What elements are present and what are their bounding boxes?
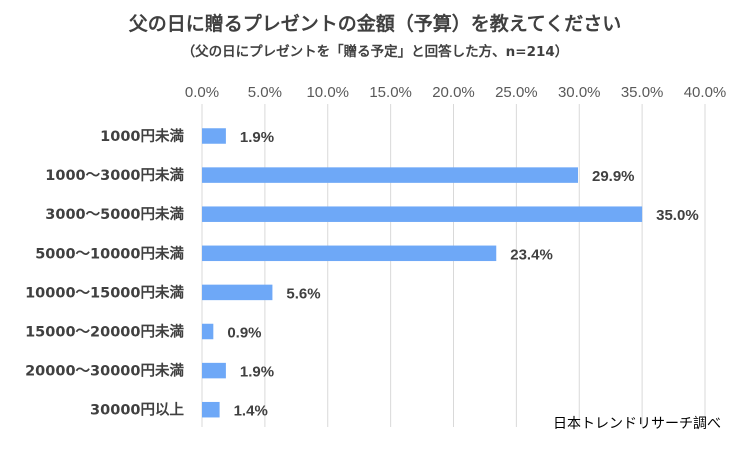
x-tick-label: 10.0% [306, 84, 349, 101]
source-note: 日本トレンドリサーチ調べ [553, 416, 721, 432]
category-label: 20000～30000円未満 [25, 362, 184, 380]
x-tick-label: 35.0% [621, 84, 664, 101]
data-labels: 1.9% 29.9% 35.0% 23.4% 5.6% 0.9% 1.9% 1.4% [227, 129, 698, 420]
category-label: 3000～5000円未満 [45, 205, 184, 223]
chart-subtitle: （父の日にプレゼントを「贈る予定」と回答した方、n=214） [182, 43, 569, 60]
data-label: 1.9% [240, 129, 274, 146]
category-label: 5000～10000円未満 [35, 244, 184, 262]
bar [202, 245, 497, 262]
category-label: 30000円以上 [90, 402, 184, 419]
category-label: 1000円未満 [100, 127, 184, 145]
x-tick-label: 15.0% [369, 84, 412, 101]
category-label: 15000～20000円未満 [25, 323, 184, 341]
data-label: 0.9% [227, 325, 261, 342]
x-axis-ticks: 0.0% 5.0% 10.0% 15.0% 20.0% 25.0% 30.0% 35.0% 40… [185, 84, 726, 101]
gridlines [201, 104, 706, 427]
category-labels: 1000円未満 1000～3000円未満 3000～5000円未満 5000～1000… [25, 127, 184, 419]
x-tick-label: 0.0% [185, 84, 219, 101]
data-label: 35.0% [656, 207, 699, 224]
x-tick-label: 25.0% [495, 84, 538, 101]
bar [202, 167, 578, 183]
category-label: 10000～15000円未満 [25, 283, 184, 301]
x-tick-label: 40.0% [684, 84, 727, 101]
data-label: 5.6% [286, 285, 320, 302]
x-tick-label: 30.0% [558, 84, 601, 101]
bar [202, 284, 273, 301]
bar [202, 401, 220, 418]
bar [202, 323, 214, 340]
x-tick-label: 20.0% [432, 84, 475, 101]
category-label: 1000～3000円未満 [45, 166, 184, 184]
data-label: 1.4% [234, 403, 268, 420]
bars [202, 128, 643, 418]
chart-title: 父の日に贈るプレゼントの金額（予算）を教えてください [128, 12, 621, 35]
data-label: 29.9% [592, 168, 635, 185]
x-tick-label: 5.0% [248, 84, 282, 101]
bar [202, 206, 643, 222]
data-label: 1.9% [240, 364, 274, 381]
bar [202, 362, 226, 379]
data-label: 23.4% [510, 246, 553, 263]
bar [202, 128, 226, 144]
